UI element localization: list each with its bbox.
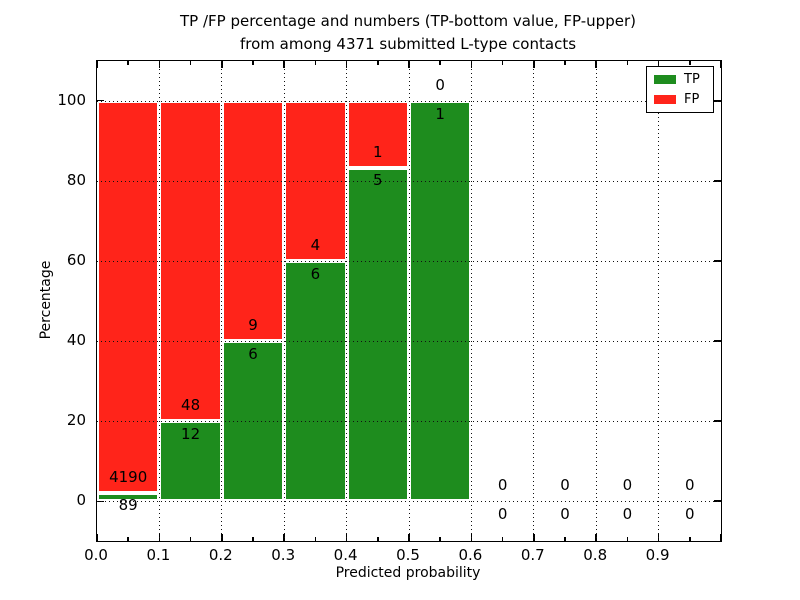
- x-minor-tick: [377, 61, 379, 65]
- tp-bar-segment: [409, 101, 472, 501]
- v-gridline: [346, 61, 348, 541]
- fp-count-label: 4: [310, 236, 321, 254]
- x-tick-label: 0.9: [645, 546, 670, 564]
- x-major-tick: [96, 61, 98, 68]
- x-minor-tick: [439, 61, 441, 65]
- tp-count-label: 0: [622, 504, 633, 523]
- fp-count-label: 0: [560, 476, 570, 494]
- x-minor-tick: [689, 537, 691, 541]
- x-tick-label: 0.8: [583, 546, 608, 564]
- tp-count-label: 0: [560, 504, 570, 523]
- x-minor-tick: [314, 61, 317, 65]
- tp-bar-segment: [159, 421, 222, 501]
- y-tick-label: 60: [66, 251, 86, 269]
- v-gridline: [283, 61, 285, 541]
- fp-bar-segment: [97, 101, 160, 493]
- x-tick-label: 0.0: [84, 546, 108, 564]
- x-minor-tick: [439, 537, 441, 541]
- x-minor-tick: [564, 61, 566, 65]
- x-minor-tick: [626, 61, 629, 65]
- fp-count-label: 48: [181, 396, 201, 414]
- x-tick-label: 0.1: [146, 546, 171, 564]
- v-gridline: [158, 61, 160, 541]
- legend-item: FP: [654, 93, 706, 106]
- x-tick-label: 0.2: [208, 546, 233, 564]
- tp-bar-segment: [97, 492, 160, 501]
- legend-item: TP: [654, 73, 706, 86]
- y-tick-label: 100: [57, 91, 86, 109]
- fp-count-label: 9: [248, 316, 258, 334]
- chart-title-line2: from among 4371 submitted L-type contact…: [239, 35, 577, 53]
- tp-bar-segment: [284, 261, 347, 501]
- x-major-tick: [96, 534, 98, 541]
- x-tick-label: 0.5: [396, 546, 420, 564]
- x-minor-tick: [189, 61, 192, 65]
- fp-legend-swatch: [654, 95, 676, 104]
- v-gridline: [533, 61, 535, 541]
- tp-count-label: 6: [248, 344, 258, 363]
- x-minor-tick: [501, 61, 504, 65]
- x-minor-tick: [377, 537, 379, 541]
- tp-count-label: 0: [685, 504, 695, 523]
- x-tick-label: 0.7: [520, 546, 545, 564]
- x-minor-tick: [189, 537, 192, 541]
- legend: TP FP: [646, 66, 714, 113]
- x-minor-tick: [501, 537, 504, 541]
- tp-count-label: 12: [181, 424, 201, 443]
- tp-legend-swatch: [654, 75, 676, 84]
- v-gridline: [658, 61, 660, 541]
- fp-bar-segment: [221, 101, 285, 341]
- y-tick-label: 80: [66, 171, 86, 189]
- tp-count-label: 5: [373, 171, 383, 190]
- fp-count-label: 1: [373, 142, 383, 161]
- tp-count-label: 1: [435, 104, 445, 123]
- fp-count-label: 4190: [109, 467, 148, 486]
- tp-count-label: 89: [118, 496, 138, 515]
- x-minor-tick: [314, 537, 317, 541]
- y-axis-label: Percentage: [38, 260, 54, 340]
- bar-value-labels-layer: 4190 89 48 12 9 6 4 6 1 5 0 1 0 0 0 0 0 0 0 0: [97, 61, 721, 541]
- y-tick-label: 20: [66, 411, 86, 429]
- x-minor-tick: [127, 537, 129, 541]
- x-minor-tick: [626, 537, 629, 541]
- fp-count-label: 0: [435, 76, 445, 94]
- fp-count-label: 0: [685, 476, 695, 494]
- v-gridline: [221, 61, 223, 541]
- x-minor-tick: [689, 61, 691, 65]
- x-axis-label: Predicted probability: [335, 565, 481, 581]
- x-minor-tick: [252, 537, 254, 541]
- y-tick-label: 0: [76, 491, 86, 509]
- chart-title: TP /FP percentage and numbers (TP-bottom…: [96, 10, 720, 56]
- x-tick-label: 0.3: [271, 546, 296, 564]
- fp-count-label: 0: [497, 476, 508, 494]
- x-tick-label: 0.4: [333, 546, 358, 564]
- v-gridline: [408, 61, 410, 541]
- tp-count-label: 6: [310, 264, 321, 283]
- tp-count-label: 0: [497, 504, 508, 523]
- y-tick-label: 40: [66, 331, 86, 349]
- legend-item-label: TP: [684, 72, 700, 87]
- plot-area: 4190 89 48 12 9 6 4 6 1 5 0 1 0 0 0 0 0 0 0 0: [96, 60, 722, 542]
- v-gridline: [595, 61, 597, 541]
- x-minor-tick: [252, 61, 254, 65]
- v-gridline: [470, 61, 472, 541]
- tp-bar-segment: [346, 167, 409, 501]
- fp-count-label: 0: [622, 476, 633, 494]
- x-tick-label: 0.6: [458, 546, 483, 564]
- x-major-tick: [720, 61, 722, 68]
- legend-item-label: FP: [684, 92, 700, 107]
- x-major-tick: [720, 534, 722, 541]
- x-minor-tick: [127, 61, 129, 65]
- chart-title-line1: TP /FP percentage and numbers (TP-bottom…: [180, 12, 636, 30]
- x-minor-tick: [564, 537, 566, 541]
- gridlines-layer: [97, 61, 721, 541]
